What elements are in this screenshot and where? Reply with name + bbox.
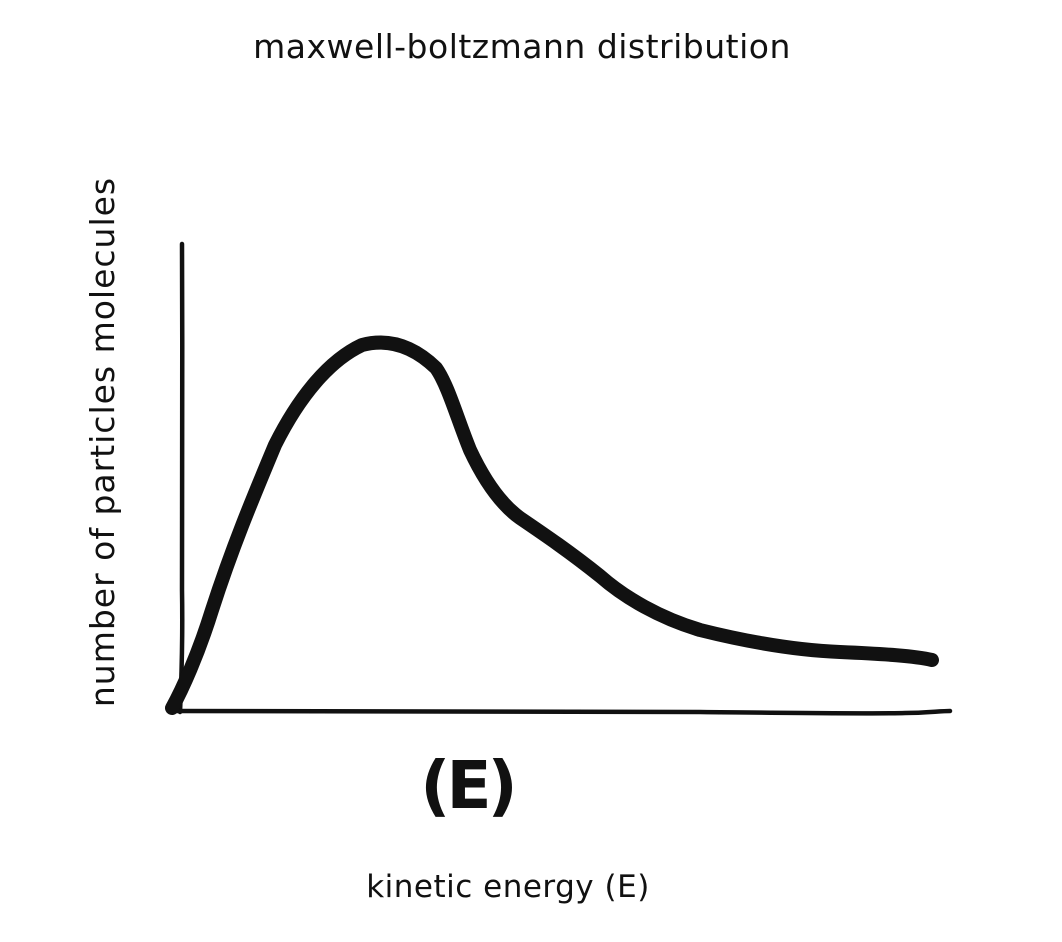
y-axis-label: number of particles molecules [83,177,122,707]
x-axis [167,708,953,716]
peak-energy-label: (E) [420,747,513,824]
x-axis-label: kinetic energy (E) [366,869,650,905]
distribution-curve [165,335,939,715]
diagram-title: maxwell-boltzmann distribution [253,27,791,66]
y-axis [177,241,185,715]
